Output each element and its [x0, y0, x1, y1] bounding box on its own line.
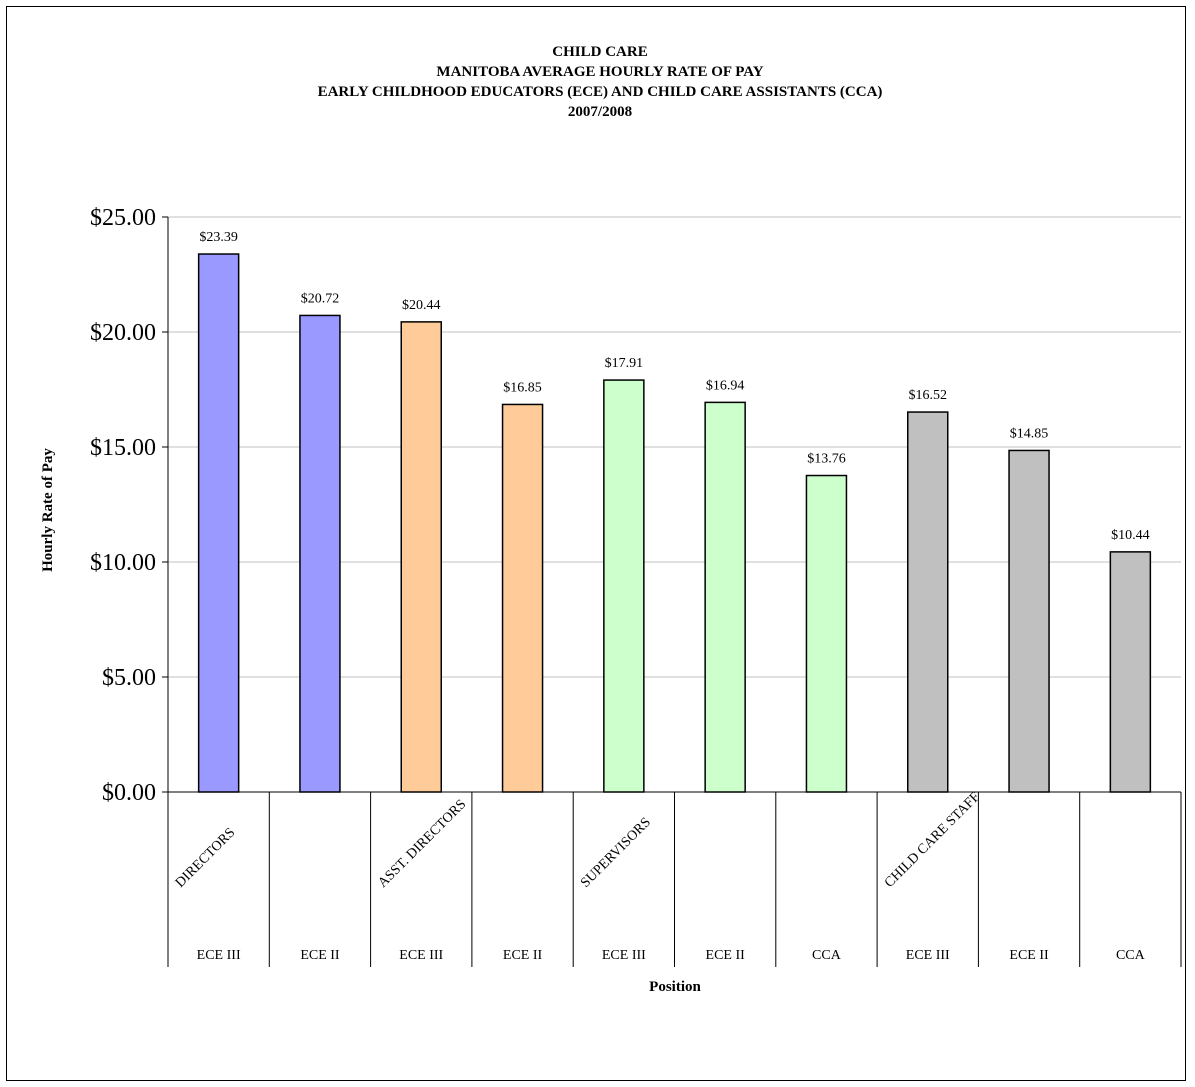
category-label: ECE II [706, 948, 746, 963]
bar [603, 379, 645, 793]
data-label: $14.85 [1010, 426, 1049, 441]
bar [704, 401, 746, 793]
title-line-2: MANITOBA AVERAGE HOURLY RATE OF PAY [436, 64, 763, 80]
data-label: $16.85 [503, 380, 542, 395]
y-axis: $0.00 $5.00 $10.00 $15.00 $20.00 $25.00 [90, 205, 169, 806]
bar [805, 474, 848, 793]
bar [1008, 449, 1050, 793]
category-label: ECE II [1009, 948, 1049, 963]
y-tick-label: $20.00 [90, 320, 156, 346]
bar [400, 321, 442, 793]
category-label: ECE III [906, 948, 950, 963]
data-label: $20.44 [402, 298, 441, 313]
title-line-3: EARLY CHILDHOOD EDUCATORS (ECE) AND CHIL… [318, 84, 883, 100]
title-line-1: CHILD CARE [552, 44, 647, 60]
category-label: CCA [812, 948, 842, 963]
x-axis-label: Position [649, 979, 701, 995]
y-axis-label: Hourly Rate of Pay [40, 448, 56, 572]
y-tick-label: $5.00 [102, 665, 156, 691]
chart-title: CHILD CARE MANITOBA AVERAGE HOURLY RATE … [318, 44, 883, 120]
data-label: $23.39 [199, 230, 238, 245]
title-line-4: 2007/2008 [568, 104, 632, 120]
group-label: ASST. DIRECTORS [375, 797, 469, 891]
y-tick-label: $25.00 [90, 205, 156, 231]
data-label: $16.52 [909, 388, 948, 403]
y-tick-label: $10.00 [90, 550, 156, 576]
bar [197, 253, 240, 793]
bar [907, 411, 949, 793]
group-label: SUPERVISORS [578, 815, 654, 891]
bars: $23.39 $20.72 $20.44 $16.85 $17.91 $16.94 $13.… [197, 230, 1152, 793]
category-label: ECE III [602, 948, 646, 963]
bar [1109, 551, 1152, 793]
bar [299, 314, 341, 793]
category-label: CCA [1116, 948, 1146, 963]
group-label: CHILD CARE STAFF [882, 790, 983, 891]
data-label: $17.91 [605, 356, 644, 371]
group-label: DIRECTORS [173, 825, 238, 890]
data-label: $13.76 [807, 452, 846, 467]
category-label: ECE III [399, 948, 443, 963]
category-label: ECE II [503, 948, 543, 963]
data-label: $20.72 [301, 291, 340, 306]
category-label: ECE III [197, 948, 241, 963]
x-axis: ECE III ECE II ECE III ECE II ECE III ECE II C… [167, 790, 1182, 967]
category-label: ECE II [300, 948, 340, 963]
y-tick-label: $0.00 [102, 780, 156, 806]
data-label: $16.94 [706, 378, 745, 393]
bar [501, 403, 544, 793]
y-tick-label: $15.00 [90, 435, 156, 461]
data-label: $10.44 [1111, 528, 1150, 543]
